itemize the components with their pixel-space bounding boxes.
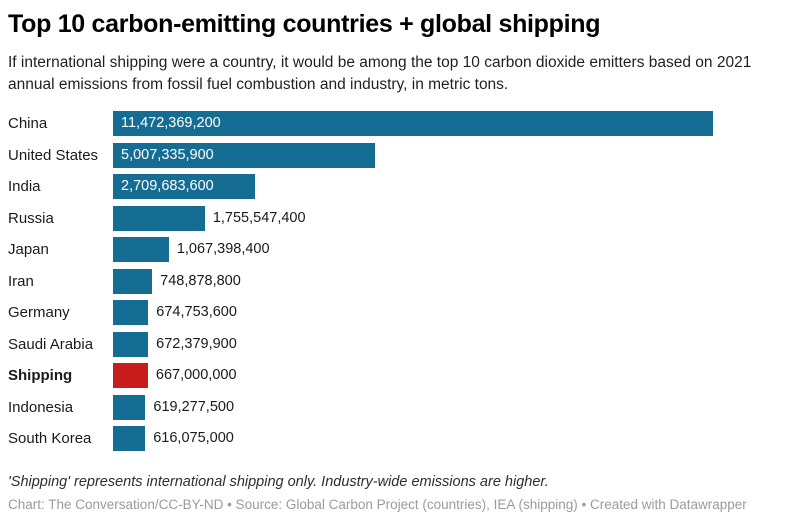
chart-row-indonesia: Indonesia 619,277,500: [8, 391, 792, 423]
bar-track: 1,067,398,400: [113, 237, 713, 262]
bar-south-korea: [113, 426, 146, 451]
bar-value-saudi-arabia: 672,379,900: [156, 335, 237, 352]
chart-row-china: China 11,472,369,200: [8, 108, 792, 140]
chart-row-germany: Germany 674,753,600: [8, 297, 792, 329]
bar-shipping: [113, 363, 148, 388]
bar-value-india: 2,709,683,600: [121, 178, 214, 195]
bar-chart: China 11,472,369,200 United States 5,007,33…: [8, 108, 792, 455]
bar-track: 1,755,547,400: [113, 205, 713, 231]
bar-value-china: 11,472,369,200: [121, 115, 221, 132]
bar-track: 748,878,800: [113, 268, 713, 294]
bar-iran: [113, 268, 153, 294]
bar-track: 672,379,900: [113, 331, 713, 357]
chart-title: Top 10 carbon-emitting countries + globa…: [8, 10, 601, 38]
row-label-germany: Germany: [8, 304, 70, 321]
chart-row-united-states: United States 5,007,335,900: [8, 139, 792, 171]
row-label-china: China: [8, 115, 48, 132]
bar-india: 2,709,683,600: [113, 174, 255, 199]
bar-track: 619,277,500: [113, 394, 713, 420]
row-label-united-states: United States: [8, 146, 99, 164]
chart-row-saudi-arabia: Saudi Arabia 672,379,900: [8, 328, 792, 360]
bar-value-indonesia: 619,277,500: [153, 398, 235, 415]
row-label-saudi-arabia: Saudi Arabia: [8, 335, 94, 353]
bar-china: 11,472,369,200: [113, 111, 713, 136]
bar-germany: [113, 300, 149, 325]
row-label-russia: Russia: [8, 209, 54, 227]
bar-indonesia: [113, 394, 146, 420]
row-label-india: India: [8, 178, 41, 195]
bar-russia: [113, 205, 205, 231]
chart-row-south-korea: South Korea 616,075,000: [8, 423, 792, 455]
bar-track: 2,709,683,600: [113, 174, 713, 199]
chart-row-japan: Japan 1,067,398,400: [8, 234, 792, 266]
chart-footer: 'Shipping' represents international ship…: [8, 474, 792, 512]
chart-description: If international shipping were a country…: [8, 53, 752, 93]
row-label-japan: Japan: [8, 241, 49, 258]
row-label-iran: Iran: [8, 272, 34, 290]
bar-value-united-states: 5,007,335,900: [121, 146, 214, 163]
bar-value-iran: 748,878,800: [160, 272, 241, 289]
bar-value-japan: 1,067,398,400: [176, 241, 270, 258]
chart-footnote: 'Shipping' represents international ship…: [8, 474, 549, 491]
bar-saudi-arabia: [113, 331, 149, 357]
bar-value-russia: 1,755,547,400: [212, 209, 306, 226]
bar-value-germany: 674,753,600: [156, 304, 237, 321]
chart-row-shipping: Shipping 667,000,000: [8, 360, 792, 392]
bar-track: 5,007,335,900: [113, 142, 713, 168]
bar-japan: [113, 237, 169, 262]
bar-value-south-korea: 616,075,000: [153, 430, 234, 447]
bar-track: 674,753,600: [113, 300, 713, 325]
chart-row-india: India 2,709,683,600: [8, 171, 792, 203]
bar-track: 667,000,000: [113, 363, 713, 388]
bar-value-shipping: 667,000,000: [155, 367, 237, 384]
bar-track: 616,075,000: [113, 426, 713, 451]
chart-credit: Chart: The Conversation/CC-BY-ND • Sourc…: [8, 497, 747, 513]
bar-united-states: 5,007,335,900: [113, 142, 375, 168]
chart-row-iran: Iran 748,878,800: [8, 265, 792, 297]
chart-row-russia: Russia 1,755,547,400: [8, 202, 792, 234]
row-label-indonesia: Indonesia: [8, 398, 74, 416]
row-label-shipping: Shipping: [8, 367, 73, 384]
bar-track: 11,472,369,200: [113, 111, 713, 136]
row-label-south-korea: South Korea: [8, 430, 92, 447]
